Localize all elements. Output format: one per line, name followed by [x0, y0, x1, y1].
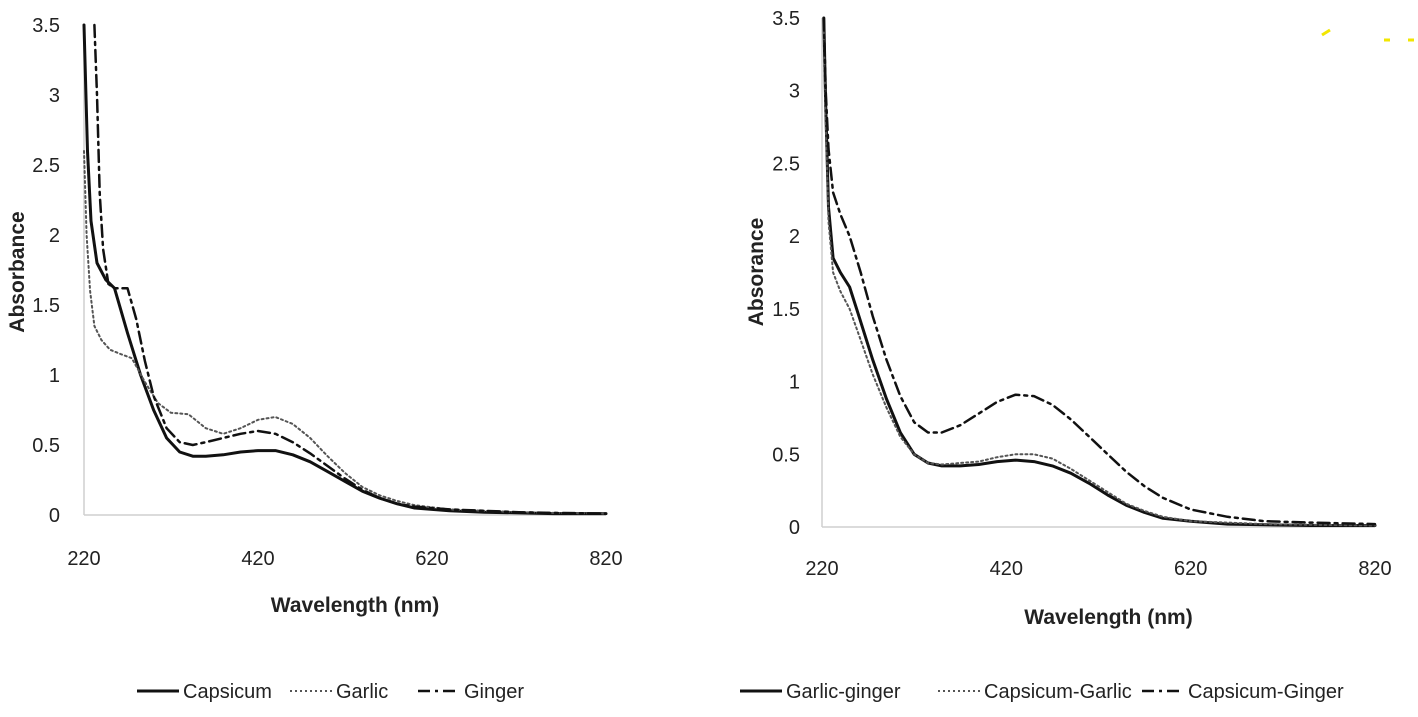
- legend-label: Garlic: [336, 681, 388, 703]
- series-line-garlic: [83, 150, 607, 515]
- y-axis-title: Absorance: [745, 218, 768, 327]
- x-axis-title: Wavelength (nm): [271, 594, 439, 617]
- x-tick-label: 420: [241, 548, 274, 570]
- x-tick-label: 220: [67, 548, 100, 570]
- x-tick-label: 220: [805, 558, 838, 580]
- series-line-capsicum: [82, 23, 608, 516]
- series-line-ginger: [93, 23, 608, 515]
- legend-label: Capsicum-Ginger: [1188, 681, 1344, 703]
- legend-label: Capsicum: [183, 681, 272, 703]
- y-tick-label: 0: [789, 517, 800, 539]
- series-line-capsicum-garlic: [822, 31, 1376, 527]
- legend-label: Ginger: [464, 681, 524, 703]
- chart-right: 0 0.5 1 1.5 2 2.5 3 3.5 220 420 620 820 Wavelength (…: [740, 8, 1392, 703]
- x-axis-title: Wavelength (nm): [1024, 606, 1192, 629]
- x-tick-label: 820: [589, 548, 622, 570]
- series-line-capsicum-ginger: [822, 16, 1377, 526]
- y-tick-label: 2.5: [772, 153, 800, 175]
- y-tick-label: 2: [789, 226, 800, 248]
- x-tick-label: 420: [990, 558, 1023, 580]
- y-tick-label: 3: [789, 81, 800, 103]
- y-tick-label: 0.5: [772, 444, 800, 466]
- y-tick-label: 1.5: [772, 299, 800, 321]
- y-tick-label: 2: [49, 225, 60, 247]
- y-tick-label: 3.5: [32, 15, 60, 37]
- x-tick-label: 620: [415, 548, 448, 570]
- y-tick-label: 3.5: [772, 8, 800, 30]
- y-tick-label: 1: [49, 365, 60, 387]
- x-tick-label: 820: [1358, 558, 1391, 580]
- legend-label: Garlic-ginger: [786, 681, 901, 703]
- y-tick-label: 2.5: [32, 155, 60, 177]
- chart-left: 0 0.5 1 1.5 2 2.5 3 3.5 220 420 620 820 Wavelength (…: [6, 15, 623, 703]
- x-tick-label: 620: [1174, 558, 1207, 580]
- y-tick-label: 0.5: [32, 435, 60, 457]
- decorative-marks: [1321, 28, 1414, 42]
- y-tick-label: 1: [789, 372, 800, 394]
- y-tick-label: 3: [49, 85, 60, 107]
- y-tick-label: 0: [49, 505, 60, 527]
- series-line-garlic-ginger: [822, 16, 1377, 527]
- y-axis-title: Absorbance: [6, 211, 29, 332]
- legend-label: Capsicum-Garlic: [984, 681, 1132, 703]
- y-tick-label: 1.5: [32, 295, 60, 317]
